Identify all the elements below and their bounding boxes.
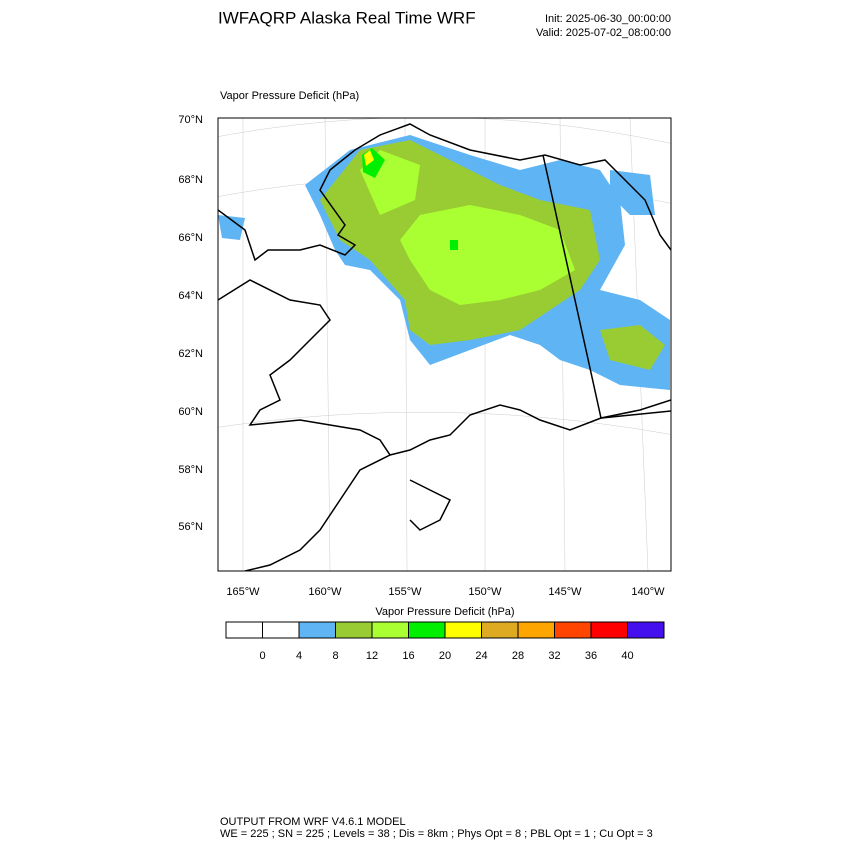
colorbar-label: 4 <box>296 650 302 662</box>
lat-label: 66°N <box>178 232 203 244</box>
lat-label: 64°N <box>178 290 203 302</box>
lat-labels: 70°N 68°N 66°N 64°N 62°N 60°N 58°N 56°N <box>178 114 203 533</box>
coastline <box>218 279 392 571</box>
border <box>542 154 671 419</box>
colorbar-label: 36 <box>585 650 597 662</box>
colorbar-label: 32 <box>548 650 560 662</box>
colorbar-label: 24 <box>475 650 487 662</box>
colorbar-label: 40 <box>621 650 633 662</box>
lon-label: 140°W <box>631 586 665 598</box>
init-time: Init: 2025-06-30_00:00:00 <box>545 13 671 25</box>
colorbar: 0 4 8 12 16 20 24 28 32 36 40 <box>225 621 665 662</box>
lon-label: 160°W <box>308 586 342 598</box>
lat-label: 68°N <box>178 174 203 186</box>
title: IWFAQRP Alaska Real Time WRF <box>218 8 476 27</box>
colorbar-label: 20 <box>439 650 451 662</box>
lat-label: 60°N <box>178 406 203 418</box>
footer-line: OUTPUT FROM WRF V4.6.1 MODEL <box>220 816 406 828</box>
lat-label: 56°N <box>178 521 203 533</box>
vpd-region <box>218 215 245 240</box>
field-label: Vapor Pressure Deficit (hPa) <box>220 90 359 102</box>
colorbar-box <box>481 621 519 639</box>
map-frame <box>217 117 672 572</box>
vpd-region <box>450 240 458 250</box>
vpd-region <box>364 150 374 166</box>
colorbar-box <box>335 621 373 639</box>
colorbar-label: 12 <box>366 650 378 662</box>
coastline <box>218 123 671 262</box>
colorbar-box <box>517 621 555 639</box>
coastline <box>409 479 452 531</box>
vpd-region <box>600 325 665 370</box>
colorbar-box <box>371 621 409 639</box>
colorbar-box <box>225 621 263 639</box>
lon-labels: 165°W 160°W 155°W 150°W 145°W 140°W <box>226 586 665 598</box>
colorbar-label: 8 <box>332 650 338 662</box>
lon-label: 165°W <box>226 586 260 598</box>
colorbar-box <box>444 621 482 639</box>
colorbar-box <box>298 621 336 639</box>
colorbar-box <box>408 621 446 639</box>
colorbar-label: 0 <box>259 650 265 662</box>
colorbar-box <box>590 621 628 639</box>
lon-label: 150°W <box>468 586 502 598</box>
vpd-region <box>610 170 655 215</box>
colorbar-label: 16 <box>402 650 414 662</box>
colorbar-box <box>627 621 665 639</box>
colorbar-label: 28 <box>512 650 524 662</box>
footer-line: WE = 225 ; SN = 225 ; Levels = 38 ; Dis … <box>220 828 653 840</box>
vpd-field <box>218 135 670 390</box>
colorbar-box <box>554 621 592 639</box>
lat-label: 58°N <box>178 464 203 476</box>
lat-label: 70°N <box>178 114 203 126</box>
map <box>217 117 672 572</box>
valid-time: Valid: 2025-07-02_08:00:00 <box>536 27 671 39</box>
lon-label: 145°W <box>548 586 582 598</box>
colorbar-title: Vapor Pressure Deficit (hPa) <box>375 606 514 618</box>
colorbar-box <box>262 621 300 639</box>
lon-label: 155°W <box>388 586 422 598</box>
lat-label: 62°N <box>178 348 203 360</box>
vpd-region <box>400 205 575 305</box>
